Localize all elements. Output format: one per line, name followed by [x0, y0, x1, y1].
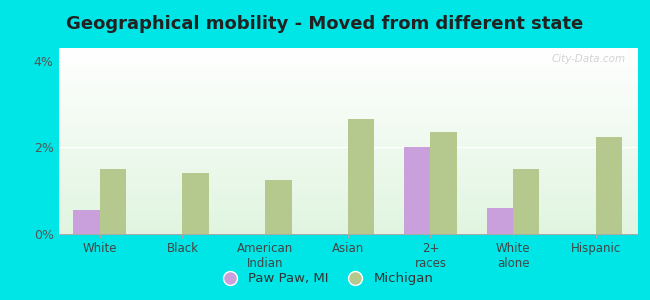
Bar	[100, 169, 126, 234]
Bar	[595, 137, 622, 234]
Bar	[348, 119, 374, 234]
Bar	[183, 173, 209, 234]
Bar	[73, 210, 100, 234]
Bar	[430, 132, 457, 234]
Bar	[265, 180, 292, 234]
Text: City-Data.com: City-Data.com	[551, 54, 625, 64]
Text: Geographical mobility - Moved from different state: Geographical mobility - Moved from diffe…	[66, 15, 584, 33]
Legend: Paw Paw, MI, Michigan: Paw Paw, MI, Michigan	[211, 267, 439, 290]
Bar	[487, 208, 513, 234]
Bar	[513, 169, 540, 234]
Bar	[404, 148, 430, 234]
